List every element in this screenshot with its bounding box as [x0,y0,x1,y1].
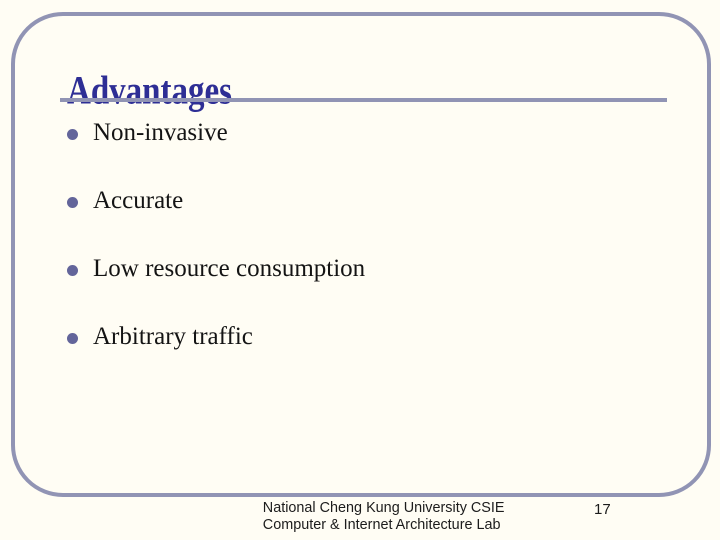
slide-title: Advantages [67,69,233,114]
bullet-text: Low resource consumption [93,255,366,282]
footer-line-1: National Cheng Kung University CSIE [262,499,505,516]
bullet-dot-icon [67,265,78,276]
bullet-item: Non-invasive [0,114,720,152]
bullet-item: Low resource consumption [0,250,720,288]
page-number: 17 [594,501,611,518]
slide-border-frame [11,12,711,497]
bullet-item: Accurate [0,182,720,220]
bullet-text: Non-invasive [93,119,228,146]
title-underline [60,98,667,102]
bullet-text: Accurate [93,187,184,214]
bullet-dot-icon [67,333,78,344]
footer: National Cheng Kung University CSIE Comp… [262,499,505,533]
footer-line-2: Computer & Internet Architecture Lab [262,516,501,533]
bullet-item: Arbitrary traffic [0,318,720,356]
bullet-dot-icon [67,129,78,140]
bullet-text: Arbitrary traffic [93,323,253,350]
bullet-dot-icon [67,197,78,208]
